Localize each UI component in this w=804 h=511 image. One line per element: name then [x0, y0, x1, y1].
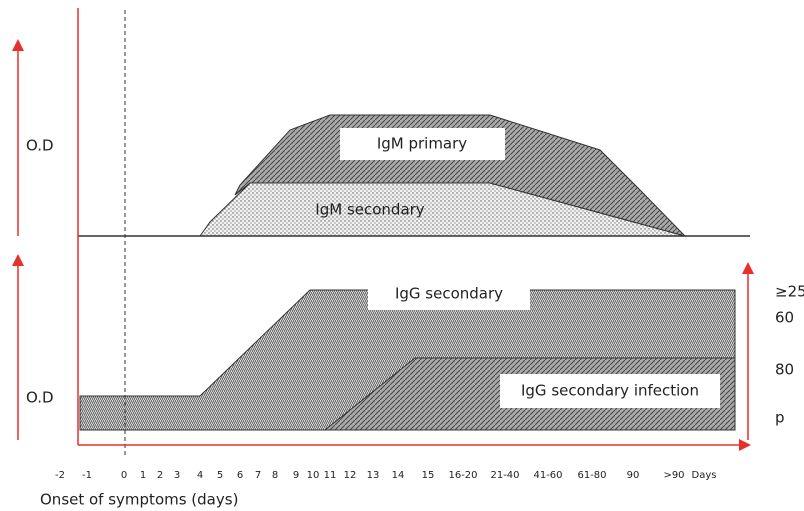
right-label: p — [775, 409, 785, 427]
x-tick-label: 11 — [324, 470, 337, 481]
x-tick-label: -2 — [55, 470, 65, 481]
x-tick-label: 3 — [174, 470, 180, 481]
region-label: IgM primary — [377, 135, 467, 153]
x-tick-label: 1 — [140, 470, 146, 481]
x-tick-label: 15 — [422, 470, 435, 481]
x-tick-label: 41-60 — [533, 470, 562, 481]
label-box — [340, 128, 505, 160]
x-tick-label: Days — [692, 470, 717, 481]
x-ticks: -2 -1 0 1 2 3 4 5 6 7 8 9 10 11 12 13 14 15 16-20 21-40 41-6… — [55, 470, 716, 481]
x-tick-label: 21-40 — [490, 470, 519, 481]
x-tick-label: 6 — [237, 470, 243, 481]
region-label: IgG secondary infection — [521, 382, 699, 400]
x-tick-label: 2 — [157, 470, 163, 481]
x-tick-label: -1 — [82, 470, 92, 481]
x-tick-label: 12 — [344, 470, 357, 481]
x-tick-label: 14 — [392, 470, 405, 481]
right-label: ≥25 — [775, 283, 804, 301]
region-label: IgM secondary — [315, 201, 425, 219]
axis-label: O.D — [26, 389, 54, 407]
x-tick-label: 10 — [307, 470, 320, 481]
x-tick-label: 13 — [367, 470, 380, 481]
right-label: 80 — [775, 361, 794, 379]
x-tick-label: 0 — [121, 470, 127, 481]
x-tick-label: 90 — [627, 470, 640, 481]
right-label: 60 — [775, 309, 794, 327]
x-tick-label: 16-20 — [448, 470, 477, 481]
x-axis-label: Onset of symptoms (days) — [40, 491, 238, 509]
x-tick-label: 7 — [255, 470, 261, 481]
x-tick-label: 4 — [197, 470, 203, 481]
x-tick-label: >90 — [663, 470, 684, 481]
x-tick-label: 5 — [217, 470, 223, 481]
axis-label: O.D — [26, 137, 54, 155]
region-label: IgG secondary — [395, 285, 503, 303]
x-tick-label: 8 — [272, 470, 278, 481]
x-tick-label: 9 — [293, 470, 299, 481]
label-box — [368, 278, 530, 310]
label-box — [500, 374, 720, 408]
x-tick-label: 61-80 — [577, 470, 606, 481]
